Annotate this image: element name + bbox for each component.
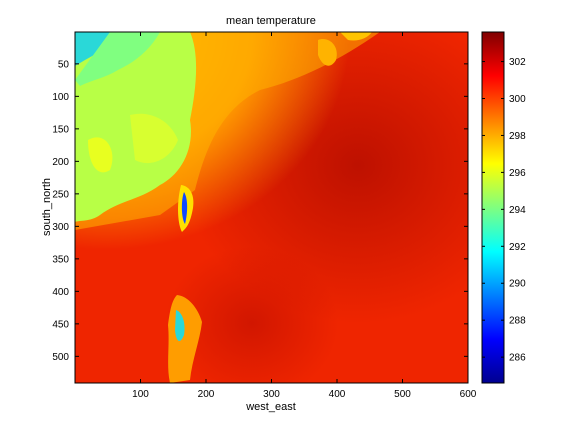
colorbar-tick-label: 300 (509, 94, 526, 105)
y-tick-label: 500 (52, 352, 69, 363)
colorbar-tick-label: 292 (509, 242, 526, 253)
y-tick-label: 350 (52, 254, 69, 265)
x-tick-label: 400 (329, 389, 346, 400)
x-tick-label: 500 (394, 389, 411, 400)
y-tick-label: 450 (52, 319, 69, 330)
colorbar-tick-label: 286 (509, 353, 526, 364)
heatmap-plot-area (75, 32, 468, 383)
x-tick-label: 200 (198, 389, 215, 400)
y-tick-label: 50 (58, 59, 70, 70)
y-tick-label: 100 (52, 92, 69, 103)
y-tick-label: 250 (52, 189, 69, 200)
x-axis-ticks: 100 200 300 400 500 600 (132, 32, 477, 400)
x-tick-label: 100 (132, 389, 149, 400)
colorbar-tick-label: 302 (509, 57, 526, 68)
x-tick-label: 300 (263, 389, 280, 400)
y-tick-label: 300 (52, 222, 69, 233)
x-tick-label: 600 (460, 389, 477, 400)
y-axis-ticks: 50 100 150 200 250 300 350 400 450 500 (52, 59, 468, 363)
y-axis-label: south_north (41, 178, 53, 236)
x-axis-label: west_east (245, 401, 296, 413)
y-tick-label: 400 (52, 287, 69, 298)
colorbar-tick-label: 294 (509, 205, 526, 216)
island-lake (181, 192, 188, 224)
y-tick-label: 150 (52, 124, 69, 135)
colorbar-tick-label: 290 (509, 279, 526, 290)
colorbar-tick-label: 296 (509, 168, 526, 179)
y-tick-label: 200 (52, 157, 69, 168)
colorbar-tick-label: 288 (509, 316, 526, 327)
colorbar-ticks: 286 288 290 292 294 296 298 300 302 (482, 57, 526, 364)
colorbar (481, 31, 505, 384)
colorbar-tick-label: 298 (509, 131, 526, 142)
chart-title: mean temperature (226, 15, 316, 27)
